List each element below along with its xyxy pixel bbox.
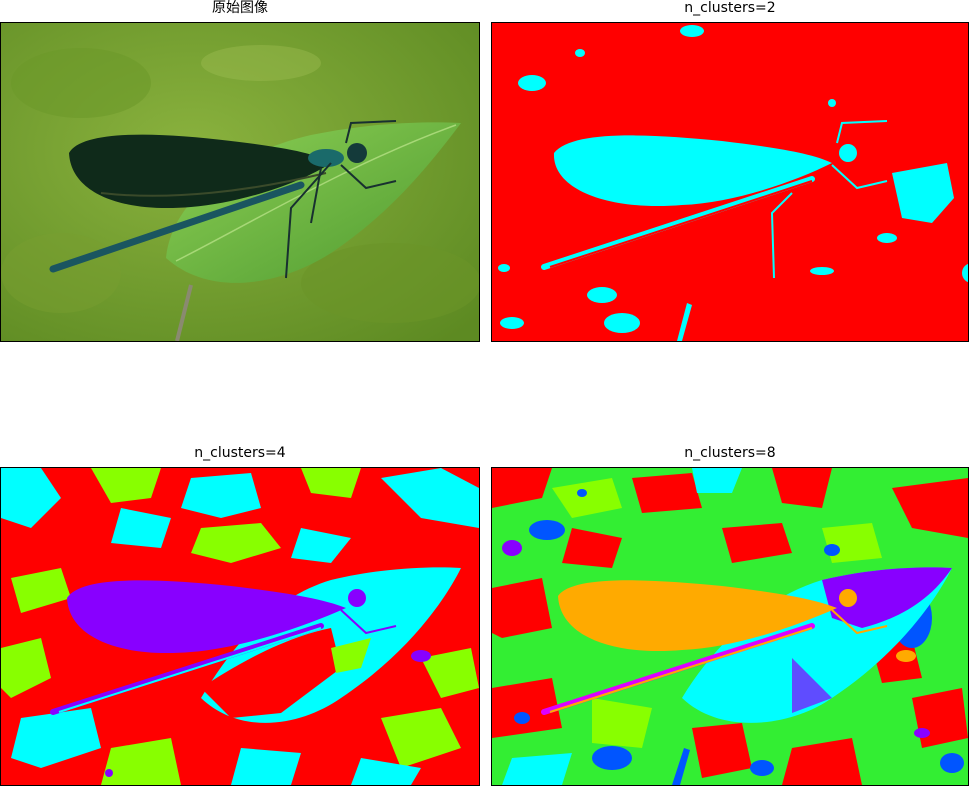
panel-title: n_clusters=8	[684, 445, 776, 461]
panel-original: 原始图像	[0, 0, 480, 342]
original-image	[0, 22, 480, 342]
segmentation-image-2	[491, 22, 969, 342]
panel-title: n_clusters=4	[194, 445, 286, 461]
panel-clusters-8: n_clusters=8	[491, 445, 969, 786]
segmentation-image-8	[491, 467, 969, 786]
panel-title: n_clusters=2	[684, 0, 776, 16]
segmentation-image-4	[0, 467, 480, 786]
panel-clusters-2: n_clusters=2	[491, 0, 969, 342]
panel-clusters-4: n_clusters=4	[0, 445, 480, 786]
panel-title: 原始图像	[212, 0, 268, 16]
